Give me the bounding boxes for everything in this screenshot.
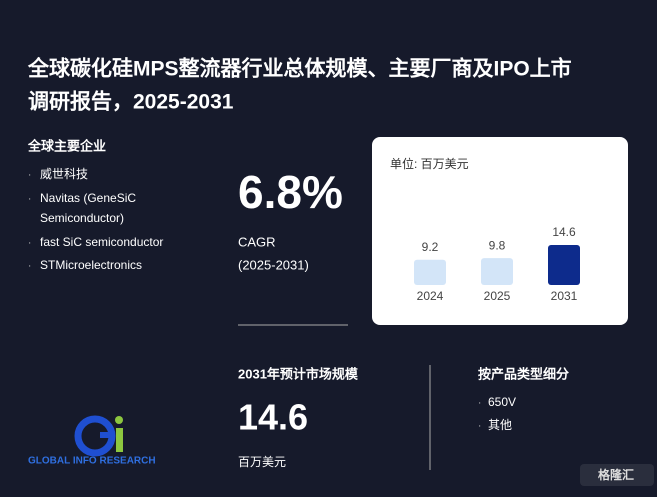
bullet: · [478, 421, 481, 432]
company: Navitas (GeneSiC [40, 191, 136, 205]
value-label: 9.2 [422, 240, 439, 254]
category-label: 2024 [417, 289, 444, 303]
company-list: · 威世科技 · Navitas (GeneSiC Semiconductor) · fas… [28, 167, 163, 272]
segment: 其他 [488, 418, 512, 432]
company: Semiconductor) [40, 211, 124, 225]
segment: 650V [488, 395, 516, 409]
cagr-value: 6.8% [238, 166, 343, 218]
segment-list: · 650V · 其他 [478, 395, 516, 432]
cagr-period: (2025-2031) [238, 257, 309, 272]
company: STMicroelectronics [40, 258, 142, 272]
section-title: 全球主要企业 [27, 138, 106, 153]
bullet: · [28, 238, 31, 249]
category-label: 2031 [551, 289, 578, 303]
logo-text: GLOBAL INFO RESEARCH [28, 456, 156, 467]
bullet: · [478, 398, 481, 409]
bar-chart: 9.2 2024 9.8 2025 14.6 2031 [414, 225, 580, 303]
bar [414, 259, 446, 285]
market-value: 14.6 [238, 397, 308, 438]
bar [548, 245, 580, 285]
logo-mark [115, 416, 123, 424]
value-label: 9.8 [489, 238, 506, 252]
bullet: · [28, 194, 31, 205]
badge-text: 格隆汇 [598, 467, 634, 482]
category-label: 2025 [484, 289, 511, 303]
title: 全球碳化硅MPS整流器行业总体规模、主要厂商及IPO上市 [27, 57, 572, 81]
bullet: · [28, 261, 31, 272]
market-unit: 百万美元 [238, 455, 286, 469]
chart-unit: 单位: 百万美元 [390, 156, 469, 171]
company: fast SiC semiconductor [40, 235, 163, 249]
section-title: 2031年预计市场规模 [238, 366, 359, 381]
logo-mark [100, 432, 114, 438]
bar [481, 258, 513, 285]
logo: GLOBAL INFO RESEARCH [28, 415, 156, 467]
title: 调研报告，2025-2031 [28, 90, 234, 114]
badge [580, 464, 654, 486]
logo-mark [116, 428, 123, 452]
bullet: · [28, 170, 31, 181]
value-label: 14.6 [552, 225, 576, 239]
company: 威世科技 [40, 167, 88, 181]
section-title: 按产品类型细分 [478, 366, 569, 381]
cagr-label: CAGR [238, 234, 276, 249]
